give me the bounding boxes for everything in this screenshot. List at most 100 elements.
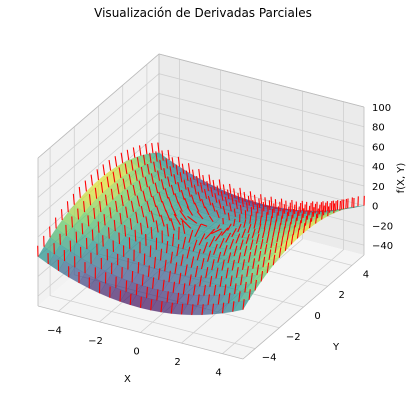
gradient-arrow: [223, 245, 228, 256]
gridline-y: [49, 147, 256, 349]
gradient-arrow: [65, 224, 67, 236]
gradient-arrow: [150, 299, 153, 311]
gradient-arrow: [146, 200, 151, 212]
gradient-arrow: [207, 294, 210, 306]
y-tick-label: 0: [314, 311, 320, 322]
gradient-arrow: [235, 267, 239, 278]
z-tick-label: 0: [372, 202, 378, 213]
gradient-arrow: [229, 238, 235, 250]
gradient-arrow: [194, 265, 199, 278]
gradient-arrow: [131, 270, 134, 283]
gradient-arrow: [250, 272, 253, 284]
gradient-arrow: [204, 206, 210, 216]
gradient-arrow: [135, 283, 138, 296]
gradient-arrow: [308, 205, 311, 216]
gradient-arrow: [134, 170, 138, 181]
gradient-arrow: [222, 184, 226, 195]
gradient-arrow: [187, 215, 198, 224]
gradient-arrow: [218, 199, 222, 209]
z-tick-label: 100: [372, 103, 391, 114]
gradient-arrow: [150, 210, 155, 223]
gradient-arrow: [159, 159, 162, 170]
gradient-arrow: [242, 299, 245, 310]
gradient-arrow: [208, 236, 216, 248]
gradient-arrow: [130, 200, 134, 212]
gradient-arrow: [261, 228, 266, 239]
gradient-arrow: [235, 199, 238, 209]
pane-edge: [242, 254, 365, 360]
gradient-arrows: [37, 142, 365, 315]
gradient-arrow: [234, 283, 237, 295]
gradient-arrow: [329, 203, 331, 213]
gradient-arrow: [292, 208, 295, 219]
gradient-arrow: [225, 232, 232, 243]
gradient-arrow: [160, 214, 165, 227]
gradient-arrow: [281, 209, 284, 219]
gradient-arrow: [118, 167, 122, 179]
gradient-arrow: [78, 186, 81, 198]
gradient-arrow: [215, 267, 219, 279]
gradient-arrow: [170, 184, 175, 196]
gradient-arrow: [207, 250, 212, 262]
gradient-arrow: [83, 201, 86, 213]
z-tick-label: −20: [372, 221, 393, 232]
gradient-arrow: [229, 183, 232, 194]
gradient-arrow: [138, 180, 142, 192]
gradient-arrow: [210, 186, 214, 197]
gradient-arrow: [244, 281, 247, 293]
gradient-arrow: [268, 200, 271, 210]
gradient-arrow: [239, 187, 242, 198]
gradient-arrow: [259, 215, 262, 225]
gradient-arrow: [196, 211, 204, 220]
gradient-arrow: [91, 229, 94, 241]
gradient-arrow: [215, 210, 220, 218]
gradient-arrow: [225, 267, 229, 279]
gradient-arrow: [335, 201, 337, 211]
gradient-arrow: [199, 275, 202, 287]
gradient-arrow: [157, 170, 161, 181]
gradient-arrow: [178, 272, 182, 285]
gradient-arrow: [55, 217, 57, 229]
gradient-arrow: [254, 245, 258, 256]
gradient-arrow: [268, 223, 272, 234]
gradient-arrow: [129, 218, 133, 230]
gradient-arrow: [203, 189, 208, 199]
gradient-arrow: [97, 221, 100, 233]
gradient-arrow: [233, 188, 236, 199]
pane-edge: [158, 53, 365, 108]
x-tick-label: 4: [215, 368, 221, 379]
y-axis-label: Y: [332, 342, 340, 353]
gradient-arrow: [327, 206, 330, 217]
gradient-arrow: [168, 270, 171, 283]
gradient-arrow: [286, 230, 290, 241]
gradient-arrow: [316, 208, 319, 219]
gradient-arrow: [241, 197, 244, 207]
gradient-arrow: [186, 246, 191, 259]
gradient-arrow: [203, 284, 206, 296]
gradient-arrow: [208, 215, 214, 223]
chart-title: Visualización de Derivadas Parciales: [94, 6, 312, 20]
gradient-arrow: [211, 202, 216, 212]
gradient-arrow: [171, 157, 174, 168]
gradient-arrow: [170, 302, 173, 314]
gradient-arrow: [193, 184, 197, 195]
gradient-arrow: [146, 164, 150, 175]
gradient-arrow: [274, 199, 277, 209]
gradient-arrow: [158, 268, 161, 280]
x-tick-label: 2: [174, 357, 180, 368]
y-tick-label: −2: [286, 332, 301, 343]
gradient-arrow: [201, 304, 204, 315]
gradient-arrow: [167, 196, 173, 208]
gradient-arrow: [200, 223, 208, 227]
gradient-arrow: [186, 206, 194, 216]
gradient-arrow: [160, 301, 163, 313]
gradient-arrow: [231, 194, 234, 205]
gradient-arrow: [134, 229, 137, 242]
gradient-arrow: [155, 220, 159, 233]
gradient-arrow: [222, 205, 226, 215]
gradient-arrow: [179, 172, 183, 183]
y-tick-label: −4: [262, 353, 277, 364]
gradient-arrow: [254, 279, 257, 291]
gradient-arrow: [141, 274, 144, 286]
